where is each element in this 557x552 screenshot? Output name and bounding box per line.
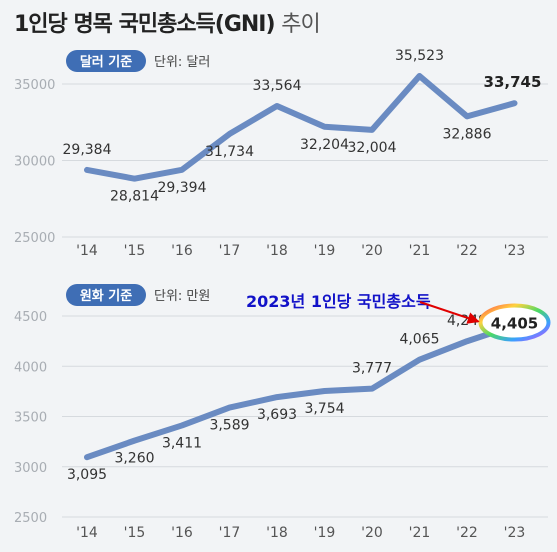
panel2-data-label: 3,095 (67, 467, 107, 483)
panel1-y-tick-label: 25000 (14, 231, 55, 246)
panel1-badge (66, 50, 146, 72)
panel2-y-tick-label: 3500 (14, 411, 47, 426)
panel2-x-tick-label: '19 (314, 525, 336, 541)
panel1-x-tick-label: '22 (456, 243, 478, 259)
panel2-y-tick-label: 3000 (14, 461, 47, 476)
panel2-data-label: 3,777 (352, 361, 392, 377)
panel1-unit-label: 단위: 달러 (154, 55, 210, 70)
panel2-data-point (370, 386, 374, 391)
chart-title: 1인당 명목 국민총소득(GNI) 추이 (14, 6, 321, 38)
panel1-x-tick-label: '17 (219, 243, 241, 259)
title-suffix: 추이 (281, 12, 320, 37)
panel1-data-label: 35,523 (395, 48, 444, 64)
panel1-x-tick-label: '20 (361, 243, 383, 259)
panel1-data-label: 31,734 (205, 144, 254, 160)
panel1-data-point (322, 124, 327, 129)
panel1-y-tick-label: 30000 (14, 155, 55, 170)
panel2-data-label: 3,754 (304, 401, 344, 417)
panel1-data-point (85, 167, 89, 172)
panel2-badge (66, 284, 146, 306)
panel1-x-tick-label: '16 (171, 243, 193, 259)
panel2-data-point (85, 455, 89, 460)
panel1-badge-label: 달러 기준 (80, 54, 132, 70)
panel2-x-tick-label: '23 (504, 525, 526, 541)
panel2-unit-label: 단위: 만원 (154, 289, 210, 304)
panel2-data-label: 3,260 (114, 451, 154, 467)
panel1-x-tick-label: '14 (76, 243, 98, 259)
panel2-x-tick-label: '20 (361, 525, 383, 541)
panel2-x-tick-label: '21 (409, 525, 431, 541)
panel2-series-line (84, 322, 518, 461)
title-main: 1인당 명목 국민총소득(GNI) (14, 12, 276, 37)
panel2-y-tick-label: 4000 (14, 360, 47, 375)
panel2-data-point (132, 438, 137, 443)
panel2-x-tick-label: '16 (171, 525, 193, 541)
panel2-highlight-ring (478, 303, 551, 342)
panel2-x-tick-label: '14 (76, 525, 98, 541)
panel2-y-tick-label: 2500 (14, 511, 47, 526)
panel1-data-label: 28,814 (110, 189, 159, 205)
panel1-data-point (370, 127, 374, 132)
panel1-data-label: 33,745 (484, 73, 542, 91)
panel1-data-label: 29,384 (63, 142, 112, 158)
panel1-data-label: 32,004 (348, 140, 397, 156)
panel1-data-point (275, 103, 279, 108)
panel1-x-tick-label: '19 (314, 243, 336, 259)
panel2-data-point (275, 395, 279, 400)
panel2-x-tick-label: '15 (124, 525, 146, 541)
panel1-data-label: 32,204 (300, 137, 349, 153)
panel2-data-point (465, 339, 469, 344)
panel1-data-point (417, 73, 422, 78)
panel2-annotation-arrow (419, 301, 480, 324)
panel1-x-tick-label: '23 (504, 243, 526, 259)
panel1-y-tick-label: 35000 (14, 78, 55, 93)
panel2-data-label: 4,065 (399, 332, 439, 348)
panel2-y-tick-label: 4500 (14, 310, 47, 325)
panel1-data-point (465, 114, 469, 119)
panel2-data-point (227, 405, 232, 410)
panel1-data-point (227, 131, 232, 136)
panel1-data-label: 33,564 (253, 78, 302, 94)
panel2-data-label: 3,693 (257, 407, 297, 423)
panel1-data-point (180, 167, 184, 172)
panel2-data-point (180, 423, 184, 428)
panel2-data-label: 3,411 (162, 435, 202, 451)
panel1-data-point (132, 176, 137, 181)
panel1-data-label: 32,886 (443, 126, 492, 142)
panel1-data-point (512, 101, 517, 106)
panel2-x-tick-label: '22 (456, 525, 478, 541)
panel2-data-label: 4,405 (491, 315, 538, 333)
panel1-x-tick-label: '15 (124, 243, 146, 259)
panel2-data-label: 3,589 (209, 418, 249, 434)
panel2-badge-label: 원화 기준 (80, 288, 132, 304)
panel2-data-point (322, 388, 327, 393)
panel2-data-point (417, 357, 422, 362)
panel1-data-label: 29,394 (158, 180, 207, 196)
panel1-x-tick-label: '18 (266, 243, 288, 259)
panel2-x-tick-label: '18 (266, 525, 288, 541)
panel2-annotation-text: 2023년 1인당 국민총소득 (246, 292, 431, 311)
panel2-x-tick-label: '17 (219, 525, 241, 541)
panel1-series-line (84, 72, 518, 182)
panel1-x-tick-label: '21 (409, 243, 431, 259)
